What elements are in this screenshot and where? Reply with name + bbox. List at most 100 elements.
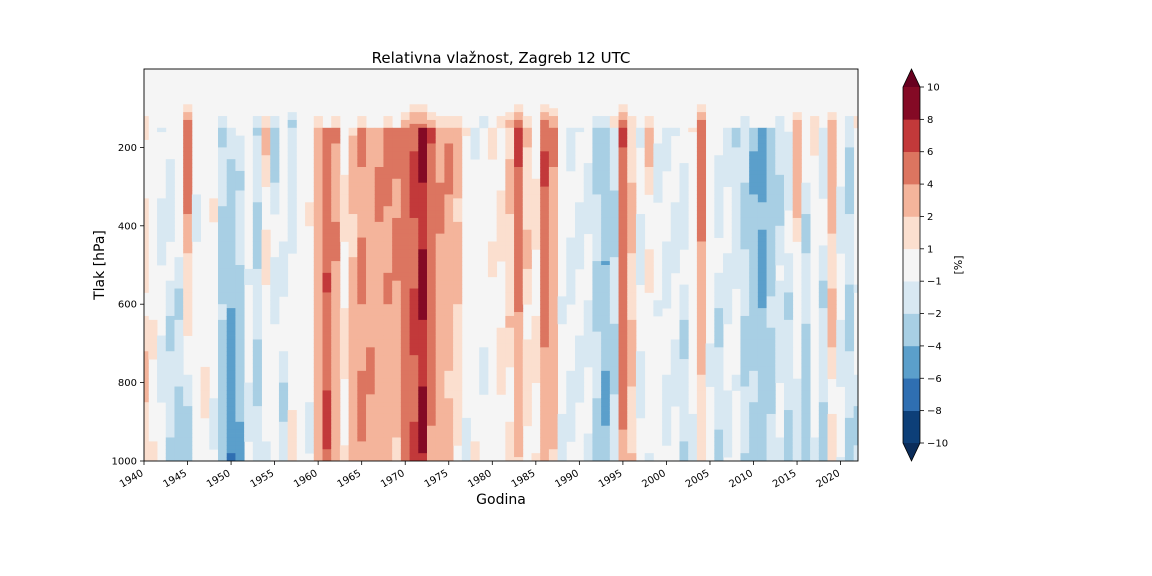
contour-cell xyxy=(357,182,367,187)
contour-cell xyxy=(357,406,367,411)
contour-cell xyxy=(548,433,558,438)
contour-cell xyxy=(540,237,550,242)
contour-cell xyxy=(400,304,410,309)
contour-cell xyxy=(270,312,280,317)
contour-cell xyxy=(662,261,672,266)
contour-cell xyxy=(609,351,619,356)
contour-cell xyxy=(592,127,602,133)
contour-cell xyxy=(714,386,724,391)
contour-cell xyxy=(366,308,376,313)
contour-cell xyxy=(723,433,733,438)
contour-cell xyxy=(749,343,759,348)
contour-cell xyxy=(540,225,550,231)
contour-cell xyxy=(522,347,532,352)
contour-cell xyxy=(366,437,376,442)
contour-cell xyxy=(514,178,524,184)
contour-cell xyxy=(392,155,402,160)
contour-cell xyxy=(409,394,419,399)
contour-cell xyxy=(322,421,332,427)
contour-cell xyxy=(792,116,802,121)
contour-cell xyxy=(514,210,524,215)
contour-cell xyxy=(740,296,750,301)
contour-cell xyxy=(792,194,802,199)
contour-cell xyxy=(165,229,175,235)
contour-cell xyxy=(426,441,437,446)
contour-cell xyxy=(601,319,611,325)
contour-cell xyxy=(218,374,228,380)
contour-cell xyxy=(444,159,454,164)
contour-cell xyxy=(174,339,184,344)
contour-cell xyxy=(592,410,602,415)
contour-cell xyxy=(235,355,245,360)
contour-cell xyxy=(348,304,358,309)
contour-cell xyxy=(583,190,593,195)
contour-cell xyxy=(235,382,245,387)
contour-cell xyxy=(540,127,550,133)
contour-cell xyxy=(183,178,193,184)
contour-cell xyxy=(548,441,558,446)
contour-cell xyxy=(426,327,437,333)
contour-cell xyxy=(714,292,724,297)
contour-cell xyxy=(218,355,228,360)
contour-cell xyxy=(244,272,254,278)
contour-cell xyxy=(714,217,724,223)
contour-cell xyxy=(453,288,463,293)
contour-cell xyxy=(348,339,358,344)
contour-cell xyxy=(244,429,254,434)
contour-cell xyxy=(609,304,619,309)
contour-cell xyxy=(278,413,289,419)
contour-cell xyxy=(339,210,350,215)
contour-cell xyxy=(775,312,785,317)
contour-cell xyxy=(679,308,689,313)
contour-cell xyxy=(670,206,680,211)
contour-cell xyxy=(366,378,376,383)
contour-cell xyxy=(514,421,524,427)
contour-cell xyxy=(696,347,707,352)
contour-cell xyxy=(218,245,228,250)
contour-cell xyxy=(714,315,724,321)
contour-cell xyxy=(426,374,437,380)
contour-cell xyxy=(374,261,384,266)
contour-cell xyxy=(844,284,855,289)
contour-cell xyxy=(418,210,428,215)
contour-cell xyxy=(435,343,445,348)
contour-cell xyxy=(514,457,524,461)
contour-cell xyxy=(783,374,794,380)
contour-cell xyxy=(331,433,341,438)
contour-cell xyxy=(775,159,785,164)
contour-cell xyxy=(836,374,846,380)
contour-cell xyxy=(662,284,672,289)
contour-cell xyxy=(218,139,228,144)
contour-cell xyxy=(252,127,262,133)
contour-cell xyxy=(144,202,149,207)
contour-cell xyxy=(400,453,410,458)
contour-cell xyxy=(479,390,489,395)
contour-cell xyxy=(331,386,341,391)
contour-cell xyxy=(601,155,611,160)
contour-cell xyxy=(592,159,602,164)
contour-cell xyxy=(592,425,602,431)
contour-cell xyxy=(444,186,454,191)
x-tick-label: 1985 xyxy=(510,468,538,490)
contour-cell xyxy=(609,174,619,180)
contour-cell xyxy=(183,131,193,137)
contour-cell xyxy=(400,151,410,156)
contour-cell xyxy=(801,300,811,305)
contour-cell xyxy=(418,108,428,113)
contour-cell xyxy=(400,319,410,325)
contour-cell xyxy=(165,370,175,376)
contour-cell xyxy=(740,347,750,352)
contour-cell xyxy=(627,413,637,419)
contour-cell xyxy=(183,457,193,461)
contour-cell xyxy=(383,206,393,211)
contour-cell xyxy=(174,268,184,274)
contour-cell xyxy=(418,402,428,407)
contour-cell xyxy=(444,131,454,137)
contour-cell xyxy=(679,433,689,438)
contour-cell xyxy=(740,206,750,211)
contour-cell xyxy=(366,206,376,211)
contour-cell xyxy=(218,186,228,191)
contour-cell xyxy=(322,276,332,282)
contour-cell xyxy=(400,429,410,434)
contour-cell xyxy=(366,319,376,325)
